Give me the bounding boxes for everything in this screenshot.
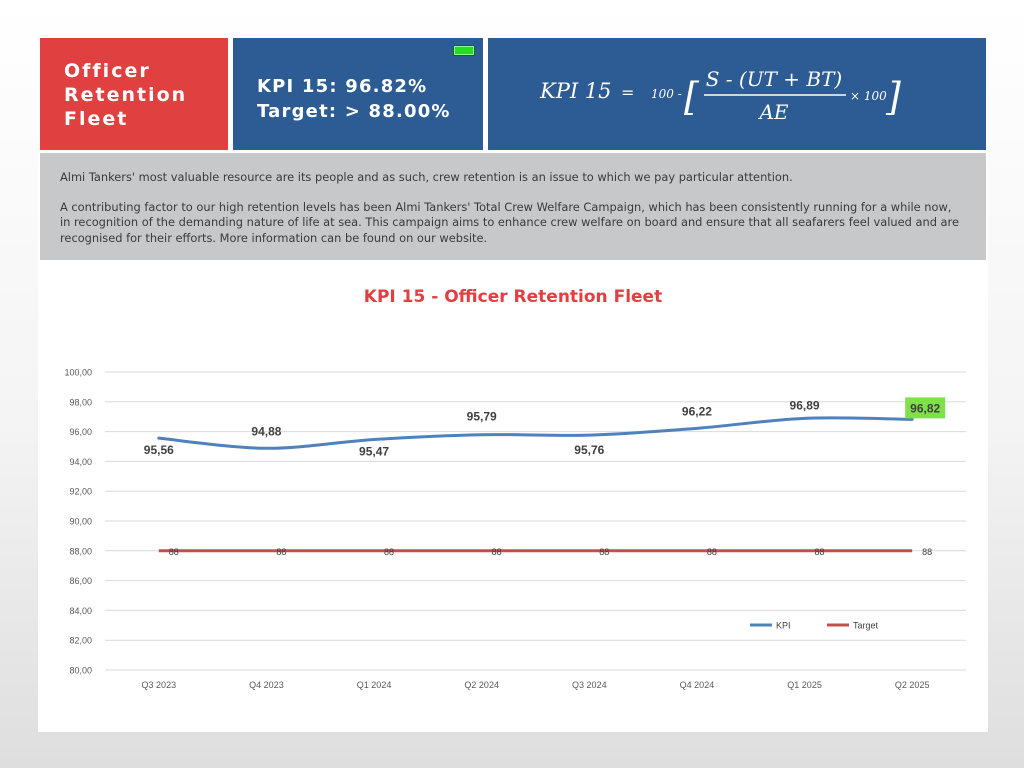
y-tick-label: 80,00	[69, 666, 92, 676]
kpi-highlight-label-bg	[905, 397, 946, 419]
y-tick-label: 96,00	[69, 427, 92, 437]
y-tick-label: 94,00	[69, 457, 92, 467]
info-panel: Almi Tankers' most valuable resource are…	[40, 153, 986, 260]
x-tick-label: Q2 2025	[895, 680, 930, 690]
y-tick-label: 84,00	[69, 606, 92, 616]
y-tick-label: 98,00	[69, 397, 92, 407]
target-data-label: 88	[815, 547, 825, 557]
formula-numerator: S - (UT + BT)	[706, 67, 842, 91]
target-data-label: 88	[707, 547, 717, 557]
kpi-data-label: 96,22	[682, 404, 712, 418]
target-data-label: 88	[599, 547, 609, 557]
chart-title: KPI 15 - Officer Retention Fleet	[363, 287, 663, 307]
report-card: Officer Retention Fleet KPI 15: 96.82% T…	[38, 38, 988, 732]
x-tick-label: Q4 2023	[249, 680, 284, 690]
kpi-value: KPI 15: 96.82%	[257, 76, 428, 97]
target-data-label: 88	[169, 547, 179, 557]
kpi-box: KPI 15: 96.82% Target: > 88.00%	[233, 38, 483, 150]
kpi-data-label: 95,76	[574, 443, 604, 457]
target-data-label: 88	[276, 547, 286, 557]
kpi-data-label: 94,88	[251, 424, 281, 438]
kpi-data-label: 95,47	[359, 444, 389, 458]
title-box: Officer Retention Fleet	[40, 38, 228, 150]
x-tick-label: Q3 2024	[572, 680, 607, 690]
formula-equals: =	[621, 83, 634, 102]
y-tick-label: 88,00	[69, 546, 92, 556]
legend-target-label: Target	[853, 621, 879, 631]
status-indicator-icon	[453, 45, 475, 56]
formula-multiplier: × 100	[850, 89, 887, 103]
formula-denominator: AE	[757, 100, 788, 124]
x-tick-label: Q4 2024	[680, 680, 715, 690]
kpi-data-label: 95,79	[467, 410, 497, 424]
formula: KPI 15 = 100 - [ S - (UT + BT) AE × 100 …	[539, 67, 901, 124]
x-tick-label: Q1 2025	[787, 680, 822, 690]
y-tick-label: 92,00	[69, 487, 92, 497]
kpi-target: Target: > 88.00%	[257, 101, 451, 122]
formula-box: KPI 15 = 100 - [ S - (UT + BT) AE × 100 …	[488, 38, 986, 150]
title-line-1: Officer	[64, 60, 151, 82]
formula-open-bracket: [	[684, 75, 700, 119]
info-paragraph-1: Almi Tankers' most valuable resource are…	[60, 170, 793, 184]
y-tick-label: 82,00	[69, 636, 92, 646]
x-tick-label: Q1 2024	[357, 680, 392, 690]
formula-lhs: KPI 15	[539, 79, 612, 103]
y-tick-label: 90,00	[69, 517, 92, 527]
y-tick-label: 100,00	[64, 368, 92, 378]
formula-prefix: 100 -	[651, 87, 682, 101]
x-tick-label: Q3 2023	[142, 680, 177, 690]
kpi-data-label: 95,56	[144, 443, 174, 457]
info-paragraph-2: A contributing factor to our high retent…	[60, 199, 959, 245]
target-data-label: 88	[922, 547, 932, 557]
x-tick-label: Q2 2024	[464, 680, 499, 690]
y-tick-label: 86,00	[69, 576, 92, 586]
kpi-series-line	[157, 416, 914, 450]
line-chart: 80,00 82,00 84,00 86,00 88,00 90,00 92,00 94,00…	[64, 368, 966, 690]
kpi-data-label: 96,82	[910, 401, 940, 415]
legend-kpi-label: KPI	[776, 621, 791, 631]
title-line-2: Retention	[64, 84, 188, 106]
kpi-data-label: 96,89	[790, 398, 820, 412]
title-line-3: Fleet	[64, 108, 129, 130]
target-data-label: 88	[492, 547, 502, 557]
target-data-label: 88	[384, 547, 394, 557]
formula-close-bracket: ]	[885, 75, 901, 119]
header: Officer Retention Fleet KPI 15: 96.82% T…	[40, 38, 986, 150]
